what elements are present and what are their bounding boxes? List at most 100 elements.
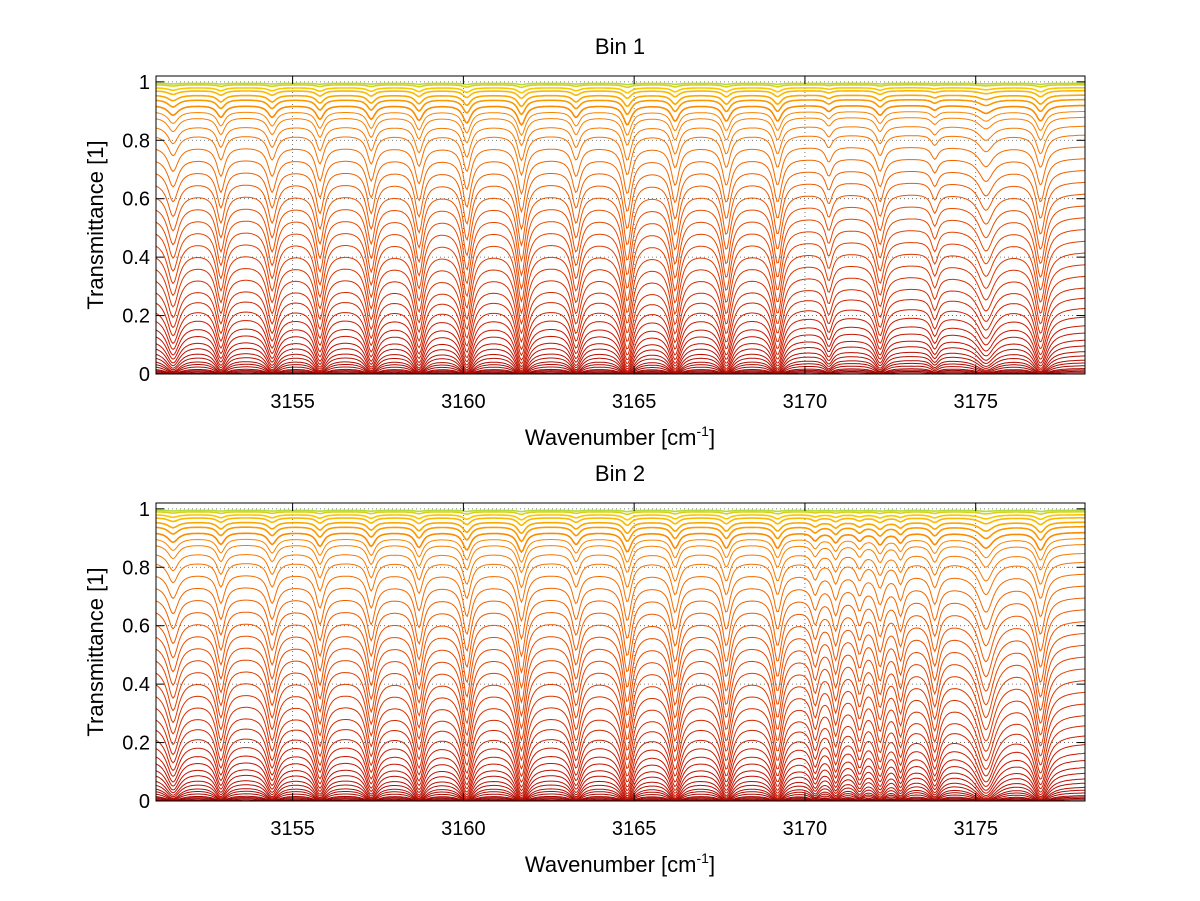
series-line (155, 217, 1086, 291)
series-line (155, 355, 1086, 374)
series-line (155, 585, 1086, 641)
series-line (155, 715, 1086, 778)
series-line (155, 84, 1085, 89)
series-line (155, 351, 1086, 374)
x-tick-label: 3155 (270, 818, 315, 840)
x-axis-label-main: Wavenumber [cm (525, 425, 697, 450)
series-line (155, 691, 1086, 762)
series-line (155, 345, 1086, 373)
series-line (155, 561, 1085, 604)
chart-title: Bin 2 (595, 461, 645, 486)
series-line (155, 362, 1085, 375)
series-line (155, 297, 1086, 357)
series-line (155, 87, 1085, 94)
x-tick-label: 3175 (953, 818, 998, 840)
series-line (155, 786, 1085, 802)
series-line (155, 795, 1085, 802)
x-axis-label: Wavenumber [cm-1] (525, 423, 715, 450)
series-line (155, 287, 1086, 351)
series-line (155, 170, 1086, 231)
series-line (155, 339, 1086, 372)
series-line (156, 82, 1085, 86)
series-line (155, 782, 1086, 801)
series-line (155, 514, 1085, 521)
series-line (155, 252, 1086, 326)
series-line (155, 633, 1086, 704)
series-line (155, 332, 1086, 370)
series-line (155, 104, 1086, 127)
y-tick-label: 0.4 (122, 674, 150, 696)
series-line (155, 544, 1086, 574)
x-tick-label: 3160 (441, 818, 486, 840)
series-line (155, 365, 1085, 375)
x-tick-label: 3155 (270, 391, 315, 413)
series-line (155, 359, 1086, 375)
series-line (155, 134, 1086, 177)
series-line (155, 531, 1085, 554)
x-tick-label: 3170 (783, 391, 828, 413)
series-line (155, 125, 1085, 162)
x-axis-label-main: Wavenumber [cm (525, 852, 697, 877)
series-line (155, 308, 1086, 361)
chart-title: Bin 1 (595, 34, 645, 59)
series-line (155, 517, 1085, 527)
axes-box (155, 502, 1086, 802)
series-line (155, 94, 1085, 108)
series-line (155, 205, 1086, 277)
series-line (155, 511, 1085, 516)
series-line (155, 193, 1086, 263)
chart-bin-2: Bin 2 3155 3160 3165 3170 3175 0 0.2 0.4 0.6 0.8 1… (83, 461, 1086, 877)
series-line (155, 275, 1086, 344)
y-tick-label: 1 (139, 72, 150, 94)
x-axis-label-superscript: -1 (697, 850, 710, 866)
series-line (155, 644, 1086, 718)
y-axis-label: Transmittance [1] (83, 567, 108, 736)
series-line (155, 789, 1085, 802)
series-line (155, 146, 1085, 196)
series-line (155, 778, 1085, 801)
series-line (155, 792, 1086, 802)
y-tick-label: 0 (139, 364, 150, 386)
series-line (156, 509, 1085, 513)
axes-box (155, 75, 1086, 375)
y-tick-label: 0.2 (122, 733, 150, 755)
series-line (155, 752, 1086, 795)
chart-bin-1: Bin 1 3155 3160 3165 3170 3175 0 0.2 0.4 0.6 0.8 1… (83, 34, 1086, 450)
series-line (155, 525, 1085, 543)
series-line (155, 229, 1086, 304)
series-line (155, 368, 1085, 375)
series-line (155, 116, 1085, 147)
series-line (155, 573, 1085, 623)
series-line (155, 703, 1086, 771)
x-tick-label: 3165 (612, 391, 657, 413)
x-axis-label: Wavenumber [cm-1] (525, 850, 715, 877)
series-line (155, 735, 1086, 788)
y-tick-label: 0 (139, 791, 150, 813)
x-tick-label: 3170 (783, 818, 828, 840)
series-line (155, 98, 1085, 116)
x-axis-label-superscript: -1 (697, 423, 710, 439)
x-axis-label-end: ] (709, 425, 715, 450)
series-line (155, 725, 1086, 784)
series-line (155, 240, 1086, 315)
series-line (155, 521, 1086, 535)
series-line (155, 316, 1086, 365)
series-line (155, 553, 1085, 589)
series-line (155, 772, 1086, 800)
x-axis-label-end: ] (709, 852, 715, 877)
x-tick-label: 3165 (612, 818, 657, 840)
y-tick-label: 0.6 (122, 189, 150, 211)
series-line (155, 158, 1086, 214)
series-line (155, 656, 1086, 731)
series-line (155, 609, 1086, 674)
series-line (155, 767, 1086, 799)
y-axis-label: Transmittance [1] (83, 140, 108, 309)
series-line (155, 668, 1086, 742)
series-line (155, 538, 1085, 564)
plot-area: 3155 3160 3165 3170 3175 0 0.2 0.4 0.6 0.8 1 (122, 499, 1086, 840)
y-tick-label: 0.8 (122, 130, 150, 152)
series-line (155, 760, 1086, 797)
y-tick-label: 0.6 (122, 616, 150, 638)
